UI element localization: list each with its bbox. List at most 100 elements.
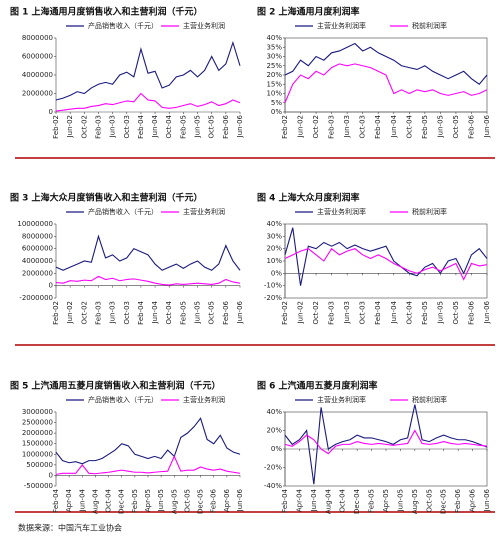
x-tick-label: Oct-03 (123, 115, 131, 139)
x-tick-label: Jun-02 (66, 301, 74, 324)
legend-label: 产品销售收入（千元） (88, 21, 158, 30)
x-tick-label: Oct-04 (165, 114, 173, 138)
y-tick-label: 25% (266, 62, 282, 70)
x-tick-label: Feb-04 (137, 114, 145, 138)
x-tick-label: Apr-06 (223, 488, 231, 512)
chart-title: 图 4 上海大众月度利润率 (257, 192, 360, 204)
y-tick-label: 2000000 (22, 269, 53, 277)
x-tick-label: Oct-04 (405, 300, 413, 324)
x-tick-label: Oct-05 (208, 301, 216, 325)
x-tick-label: Oct-03 (123, 301, 131, 325)
x-tick-label: Feb-04 (374, 114, 382, 138)
x-tick-label: Jun-06 (236, 114, 244, 138)
line-series (55, 275, 241, 286)
y-tick-label: 2000000 (22, 90, 53, 98)
y-tick-label: 4000000 (22, 71, 53, 79)
x-tick-label: Oct-05 (208, 115, 216, 139)
x-tick-label: Oct-02 (80, 301, 88, 325)
y-tick-label: 1000000 (22, 450, 53, 458)
x-tick-label: Oct-02 (312, 301, 320, 325)
x-tick-label: Oct-03 (359, 115, 367, 139)
y-tick-label: 2500000 (22, 419, 53, 427)
x-tick-label: Jun-04 (310, 488, 318, 512)
x-tick-label: Oct-05 (425, 489, 433, 513)
chart-title: 图 6 上汽通用五菱月度利润率 (257, 380, 378, 392)
x-tick-label: Apr-06 (469, 488, 477, 512)
x-tick-label: Dec-04 (353, 488, 361, 514)
line-series (55, 40, 241, 101)
x-tick-label: Feb-03 (94, 301, 102, 325)
y-tick-label: 0 (49, 108, 53, 116)
y-tick-label: 0 (49, 282, 53, 290)
x-tick-label: Feb-05 (421, 115, 429, 139)
y-tick-label: 35% (266, 43, 282, 51)
x-tick-label: Apr-04 (295, 488, 303, 512)
y-tick-label: -20% (264, 294, 282, 302)
x-tick-label: Jun-04 (151, 300, 159, 324)
x-tick-label: Apr-04 (65, 488, 73, 512)
x-tick-label: Feb-03 (94, 115, 102, 139)
line-series (284, 429, 488, 455)
x-tick-label: Feb-05 (179, 301, 187, 325)
y-tick-label: 20% (266, 245, 282, 253)
x-tick-label: Jun-05 (194, 301, 202, 324)
x-tick-label: Dec-05 (197, 489, 205, 514)
x-tick-label: Feb-04 (281, 488, 289, 512)
y-tick-label: 20% (266, 71, 282, 79)
x-tick-label: Aug-05 (170, 489, 178, 514)
legend-label: 主营业务利润 (183, 395, 225, 404)
x-tick-label: Jun-04 (390, 114, 398, 138)
y-tick-label: 3000000 (22, 408, 53, 416)
x-tick-label: Jun-02 (297, 115, 305, 138)
x-tick-label: Jun-06 (236, 488, 244, 512)
x-tick-label: Feb-06 (467, 300, 475, 324)
y-tick-label: 40% (266, 220, 282, 228)
y-tick-label: 0% (271, 108, 282, 116)
x-tick-label: Feb-02 (281, 301, 289, 325)
y-tick-label: 15% (266, 80, 282, 88)
x-tick-label: Feb-02 (281, 115, 289, 139)
legend-label: 主营业务利润 (183, 207, 225, 216)
x-tick-label: Jun-05 (436, 115, 444, 138)
x-tick-label: Oct-02 (312, 115, 320, 139)
legend-label: 主营业务利润率 (317, 21, 366, 30)
y-tick-label: 20% (266, 427, 282, 435)
x-tick-label: Feb-04 (374, 300, 382, 324)
x-tick-label: Jun-02 (297, 301, 305, 324)
legend-label: 主营业务利润率 (317, 395, 366, 404)
y-tick-label: 0% (271, 445, 282, 453)
chart-title: 图 5 上汽通用五菱月度销售收入和主营利润（千元） (10, 380, 221, 392)
x-tick-label: Feb-04 (137, 300, 145, 324)
x-tick-label: Oct-04 (339, 488, 347, 512)
line-series (284, 247, 488, 281)
line-series (55, 455, 241, 475)
legend-label: 税前利润率 (412, 207, 447, 216)
legend-label: 产品销售收入（千元） (88, 395, 158, 404)
y-tick-label: -10% (264, 282, 282, 290)
y-tick-label: 4000000 (22, 257, 53, 265)
x-tick-label: Aug-04 (324, 488, 332, 514)
y-tick-label: -40% (264, 482, 282, 490)
chart-title: 图 2 上海通用月度利润率 (257, 6, 360, 18)
x-tick-label: Feb-06 (467, 114, 475, 138)
legend-label: 税前利润率 (412, 395, 447, 404)
y-tick-label: 8000000 (22, 34, 53, 42)
y-tick-label: 10% (266, 257, 282, 265)
legend-label: 税前利润率 (412, 21, 447, 30)
x-tick-label: Feb-02 (52, 301, 60, 325)
x-tick-label: Dec-04 (118, 488, 126, 514)
y-tick-label: 6000000 (22, 53, 53, 61)
x-tick-label: Oct-05 (452, 115, 460, 139)
x-tick-label: Jun-02 (66, 115, 74, 138)
x-tick-label: Jun-03 (109, 301, 117, 324)
line-series (55, 234, 241, 271)
x-tick-label: Jun-05 (396, 489, 404, 512)
x-tick-label: Feb-02 (52, 115, 60, 139)
y-tick-label: 0% (271, 269, 282, 277)
y-tick-label: 30% (266, 232, 282, 240)
y-tick-label: 5% (271, 99, 282, 107)
x-tick-label: Oct-05 (452, 301, 460, 325)
x-tick-label: Feb-04 (52, 488, 60, 512)
x-tick-label: Feb-03 (328, 115, 336, 139)
